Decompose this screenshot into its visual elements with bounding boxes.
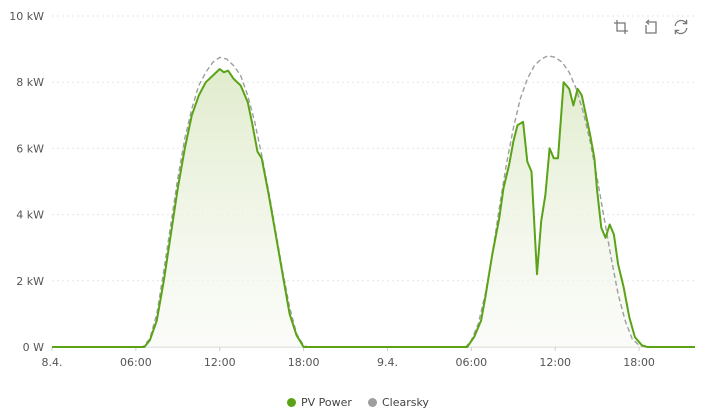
legend-swatch-pv-power — [287, 398, 297, 407]
chart-toolbar — [612, 18, 690, 36]
y-axis: 0 W 2 kW 4 kW 6 kW 8 kW 10 kW — [9, 10, 44, 354]
x-tick-label: 18:00 — [623, 356, 655, 369]
y-tick-label: 10 kW — [9, 10, 44, 23]
legend-label-clearsky: Clearsky — [381, 396, 429, 409]
y-tick-label: 8 kW — [16, 76, 44, 89]
x-tick-label: 06:00 — [120, 356, 152, 369]
clearsky-line — [52, 54, 695, 348]
x-tick-label: 18:00 — [288, 356, 320, 369]
pv-power-area — [52, 69, 695, 347]
legend-swatch-clearsky — [367, 398, 377, 407]
x-tick-label: 06:00 — [455, 356, 487, 369]
crop-zoom-icon[interactable] — [612, 18, 630, 36]
x-tick-label: 9.4. — [377, 356, 398, 369]
chart-legend: PV Power Clearsky — [0, 396, 716, 409]
y-tick-label: 0 W — [23, 341, 44, 354]
legend-item-pv-power[interactable]: PV Power — [287, 396, 352, 409]
x-tick-label: 8.4. — [42, 356, 63, 369]
x-tick-label: 12:00 — [204, 356, 236, 369]
x-axis: 8.4. 06:00 12:00 18:00 9.4. 06:00 12:00 18:00 — [42, 347, 655, 369]
pv-power-line — [52, 68, 695, 348]
y-tick-label: 6 kW — [16, 142, 44, 155]
legend-item-clearsky[interactable]: Clearsky — [367, 396, 429, 409]
undo-zoom-icon[interactable] — [642, 18, 660, 36]
reset-icon[interactable] — [672, 18, 690, 36]
series-layer — [52, 54, 695, 348]
y-tick-label: 2 kW — [16, 275, 44, 288]
legend-label-pv-power: PV Power — [301, 396, 352, 409]
y-tick-label: 4 kW — [16, 209, 44, 222]
x-tick-label: 12:00 — [539, 356, 571, 369]
